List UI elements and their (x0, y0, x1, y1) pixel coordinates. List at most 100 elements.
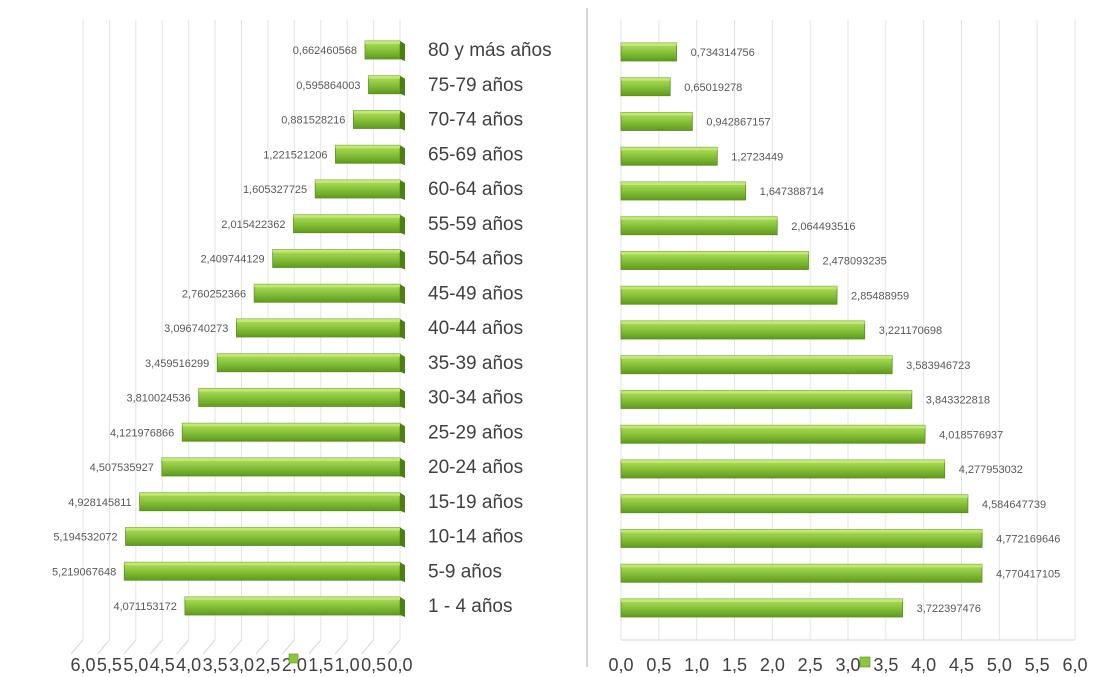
right-tick-label: 3,0 (835, 655, 860, 675)
age-group-label: 80 y más años (428, 40, 552, 61)
left-gridline-foot (229, 639, 242, 655)
left-bar (353, 110, 405, 131)
right-bar-highlight (621, 251, 809, 255)
age-group-label: 50-54 años (428, 249, 523, 270)
right-tick-label: 0,5 (646, 655, 671, 675)
left-bar-highlight (236, 319, 400, 322)
right-bar (620, 529, 983, 548)
left-bar-end-cap (400, 492, 405, 513)
left-bar-highlight (365, 41, 400, 44)
left-tick-label: 3,5 (203, 655, 228, 675)
right-bar-highlight (621, 599, 903, 602)
right-value-label: 3,583946723 (906, 360, 970, 372)
left-bar (335, 144, 405, 166)
left-tick-label: 1,5 (308, 655, 333, 675)
left-bar (235, 318, 405, 339)
left-bar-highlight (293, 214, 400, 218)
left-bar (198, 388, 405, 409)
left-bar-end-cap (400, 423, 405, 444)
age-group-label: 1 - 4 años (428, 596, 513, 617)
right-bar-highlight (621, 182, 746, 185)
left-bar-end-cap (400, 388, 405, 409)
left-bar (272, 249, 405, 270)
left-bar-end-cap (400, 214, 405, 235)
right-bar (620, 146, 718, 166)
age-group-label: 55-59 años (428, 214, 523, 235)
right-value-label: 0,65019278 (684, 82, 742, 94)
right-value-label: 0,942867157 (706, 117, 770, 129)
age-group-label: 65-69 años (428, 144, 523, 165)
right-bar-highlight (621, 216, 778, 220)
left-bar (184, 596, 405, 617)
left-bar-end-cap (400, 145, 405, 166)
age-group-label: 60-64 años (428, 179, 523, 200)
right-bar (620, 251, 809, 270)
left-value-labels: 0,662460568 0,595864003 0,881528216 1,22152… (52, 45, 360, 613)
left-value-label: 2,760252366 (182, 288, 246, 300)
left-bar (125, 527, 405, 548)
right-bar-highlight (621, 390, 912, 394)
left-gridline-foot (334, 639, 348, 655)
left-bar (216, 353, 405, 374)
right-bar (620, 355, 893, 375)
right-value-label: 3,843322818 (926, 395, 990, 407)
age-group-label: 75-79 años (428, 75, 523, 96)
left-gridline-foot (123, 639, 137, 655)
right-tick-label: 0,0 (608, 655, 633, 675)
left-bar-highlight (161, 458, 400, 461)
left-bar-end-cap (400, 597, 405, 617)
left-tick-label: 6,0 (70, 655, 95, 675)
left-legend-marker (288, 653, 299, 664)
left-bar-end-cap (400, 284, 405, 305)
left-bar-highlight (272, 249, 400, 253)
left-value-label: 3,096740273 (164, 323, 228, 335)
right-bar (620, 459, 946, 479)
left-bar-highlight (125, 527, 401, 531)
left-value-label: 0,595864003 (296, 80, 360, 92)
age-group-label: 45-49 años (428, 283, 523, 304)
right-value-label: 1,647388714 (760, 186, 824, 198)
right-bar (620, 320, 866, 340)
left-bar-end-cap (400, 41, 405, 61)
left-value-label: 4,928145811 (68, 497, 131, 509)
age-group-label: 25-29 años (428, 422, 523, 443)
left-value-label: 1,221521206 (263, 149, 327, 161)
left-bar-highlight (182, 423, 400, 427)
left-value-label: 2,409744129 (200, 254, 264, 266)
right-bar-highlight (621, 425, 926, 429)
left-tick-label: 0,5 (361, 655, 386, 675)
right-value-label: 4,584647739 (982, 499, 1046, 511)
left-value-label: 0,662460568 (293, 45, 357, 57)
right-value-label: 3,221170698 (879, 325, 942, 337)
left-value-label: 0,881528216 (281, 115, 345, 127)
left-bar-end-cap (400, 458, 405, 478)
left-bar-highlight (217, 353, 400, 357)
left-bar-highlight (368, 75, 400, 79)
left-gridline-foot (176, 639, 190, 655)
right-value-label: 4,772169646 (996, 534, 1060, 546)
left-tick-label: 5,5 (97, 655, 122, 675)
left-value-label: 5,219067648 (52, 566, 116, 578)
right-bar (620, 77, 671, 97)
right-bar-highlight (621, 355, 893, 359)
left-value-label: 3,810024536 (126, 393, 190, 405)
left-bar-end-cap (400, 75, 405, 96)
right-bar-highlight (621, 43, 677, 46)
right-bar-highlight (621, 77, 671, 81)
left-gridline-foot (149, 639, 163, 655)
right-bar (620, 424, 926, 444)
right-value-label: 3,722397476 (917, 603, 981, 615)
right-value-label: 2,064493516 (791, 221, 855, 233)
age-group-label: 30-34 años (428, 388, 523, 409)
left-bar-highlight (353, 110, 400, 114)
right-tick-label: 4,5 (949, 655, 974, 675)
right-bar-highlight (621, 529, 983, 533)
left-gridline-foot (97, 639, 110, 655)
right-bar (620, 285, 838, 305)
right-bar (620, 598, 904, 618)
left-bar-highlight (184, 597, 400, 600)
left-value-label: 5,194532072 (53, 532, 117, 544)
left-gridline-foot (255, 639, 269, 655)
left-bar-highlight (254, 284, 400, 288)
